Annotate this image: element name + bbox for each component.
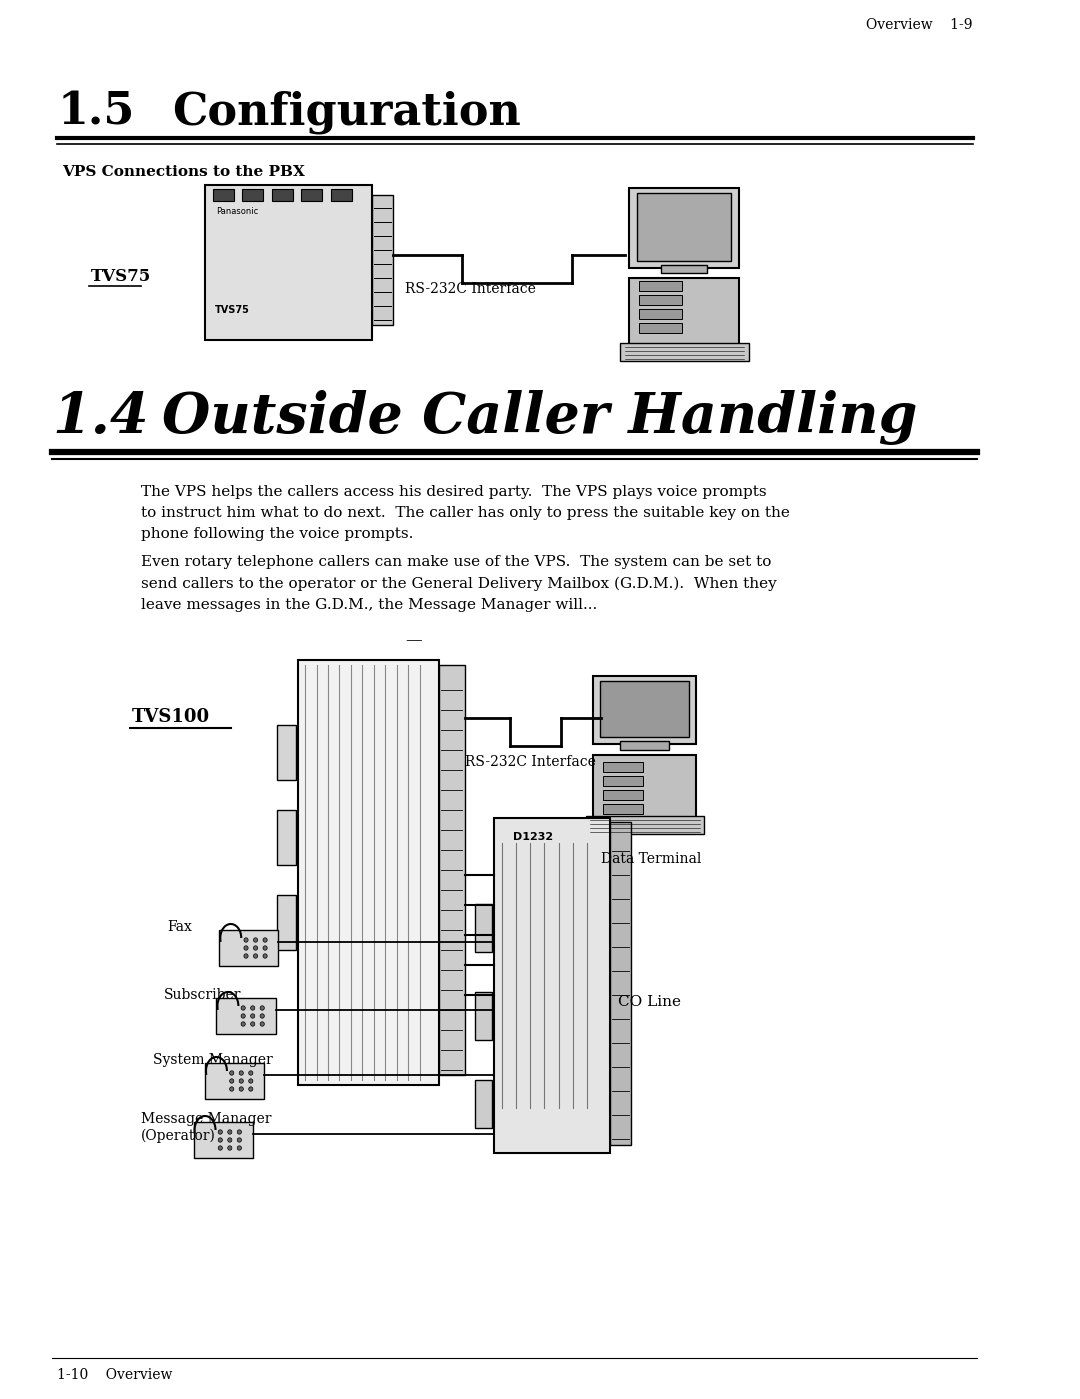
Bar	[216, 997, 275, 1034]
Circle shape	[264, 946, 267, 950]
Circle shape	[254, 954, 258, 958]
Bar	[639, 281, 681, 291]
Bar	[297, 660, 438, 1086]
Bar	[620, 343, 748, 361]
Text: 1-10    Overview: 1-10 Overview	[57, 1368, 173, 1382]
Circle shape	[218, 1137, 222, 1142]
Circle shape	[238, 1130, 242, 1135]
Bar	[639, 309, 681, 319]
Circle shape	[254, 937, 258, 942]
Bar	[593, 676, 697, 744]
Circle shape	[218, 1130, 222, 1135]
Circle shape	[228, 1130, 232, 1135]
Circle shape	[251, 1021, 255, 1027]
Circle shape	[228, 1146, 232, 1150]
Text: The VPS helps the callers access his desired party.  The VPS plays voice prompts: The VPS helps the callers access his des…	[141, 485, 789, 541]
Circle shape	[244, 954, 248, 958]
Bar	[610, 823, 632, 1144]
Bar	[603, 790, 643, 800]
Circle shape	[244, 937, 248, 942]
Bar	[193, 1122, 253, 1158]
Text: Fax: Fax	[167, 921, 192, 935]
Text: Even rotary telephone callers can make use of the VPS.  The system can be set to: Even rotary telephone callers can make u…	[141, 555, 777, 611]
Bar	[603, 776, 643, 786]
Bar	[475, 1080, 492, 1128]
Text: Message Manager
(Operator): Message Manager (Operator)	[141, 1112, 272, 1143]
Text: 1.4: 1.4	[53, 390, 149, 445]
Circle shape	[241, 1021, 245, 1027]
Bar	[620, 741, 670, 750]
Text: TVS75: TVS75	[215, 305, 249, 315]
Bar	[603, 804, 643, 814]
Circle shape	[248, 1070, 253, 1076]
Bar	[630, 187, 739, 269]
Circle shape	[230, 1087, 233, 1091]
Circle shape	[251, 1006, 255, 1010]
Circle shape	[264, 937, 267, 942]
Bar	[205, 1063, 265, 1100]
Bar	[330, 189, 352, 201]
Bar	[494, 818, 610, 1153]
Bar	[372, 194, 393, 325]
Circle shape	[244, 946, 248, 950]
Bar	[585, 816, 704, 834]
Bar	[593, 755, 697, 820]
Text: RS-232C Interface: RS-232C Interface	[465, 755, 596, 769]
Text: Data Terminal: Data Terminal	[600, 852, 701, 866]
Circle shape	[248, 1087, 253, 1091]
Bar	[438, 665, 465, 1074]
Text: Subscriber: Subscriber	[164, 988, 242, 1002]
Text: Configuration: Configuration	[172, 90, 521, 133]
Bar	[603, 762, 643, 772]
Bar	[639, 295, 681, 305]
Text: Overview    1-9: Overview 1-9	[866, 18, 973, 32]
Circle shape	[238, 1146, 242, 1150]
Bar	[272, 189, 293, 201]
Circle shape	[238, 1137, 242, 1142]
Text: TVS75: TVS75	[91, 269, 151, 285]
Bar	[661, 264, 706, 273]
Text: System Manager: System Manager	[152, 1053, 272, 1067]
Bar	[599, 681, 689, 737]
Bar	[630, 278, 739, 348]
Bar	[276, 725, 296, 781]
Circle shape	[239, 1079, 243, 1083]
Text: Outside Caller Handling: Outside Caller Handling	[162, 390, 918, 445]
Circle shape	[228, 1137, 232, 1142]
Text: CO Line: CO Line	[618, 995, 680, 1009]
Circle shape	[251, 1014, 255, 1018]
Circle shape	[248, 1079, 253, 1083]
Bar	[637, 193, 731, 262]
Bar	[213, 189, 233, 201]
Circle shape	[241, 1014, 245, 1018]
Circle shape	[264, 954, 267, 958]
Bar	[475, 992, 492, 1039]
Bar	[276, 895, 296, 950]
Text: VPS Connections to the PBX: VPS Connections to the PBX	[62, 165, 305, 179]
Text: 1.5: 1.5	[57, 90, 135, 133]
Bar	[301, 189, 322, 201]
Text: RS-232C Interface: RS-232C Interface	[405, 283, 536, 297]
Circle shape	[260, 1006, 265, 1010]
Circle shape	[241, 1006, 245, 1010]
Bar	[242, 189, 264, 201]
Circle shape	[239, 1087, 243, 1091]
Circle shape	[239, 1070, 243, 1076]
Circle shape	[254, 946, 258, 950]
Text: —: —	[405, 632, 422, 649]
Text: D1232: D1232	[513, 832, 553, 842]
Circle shape	[230, 1070, 233, 1076]
Circle shape	[218, 1146, 222, 1150]
Text: Panasonic: Panasonic	[216, 207, 259, 215]
Circle shape	[260, 1021, 265, 1027]
Bar	[205, 185, 372, 340]
Bar	[219, 930, 279, 965]
Bar	[475, 904, 492, 951]
Circle shape	[230, 1079, 233, 1083]
Bar	[639, 323, 681, 333]
Bar	[276, 810, 296, 865]
Text: TVS100: TVS100	[132, 708, 210, 726]
Circle shape	[260, 1014, 265, 1018]
